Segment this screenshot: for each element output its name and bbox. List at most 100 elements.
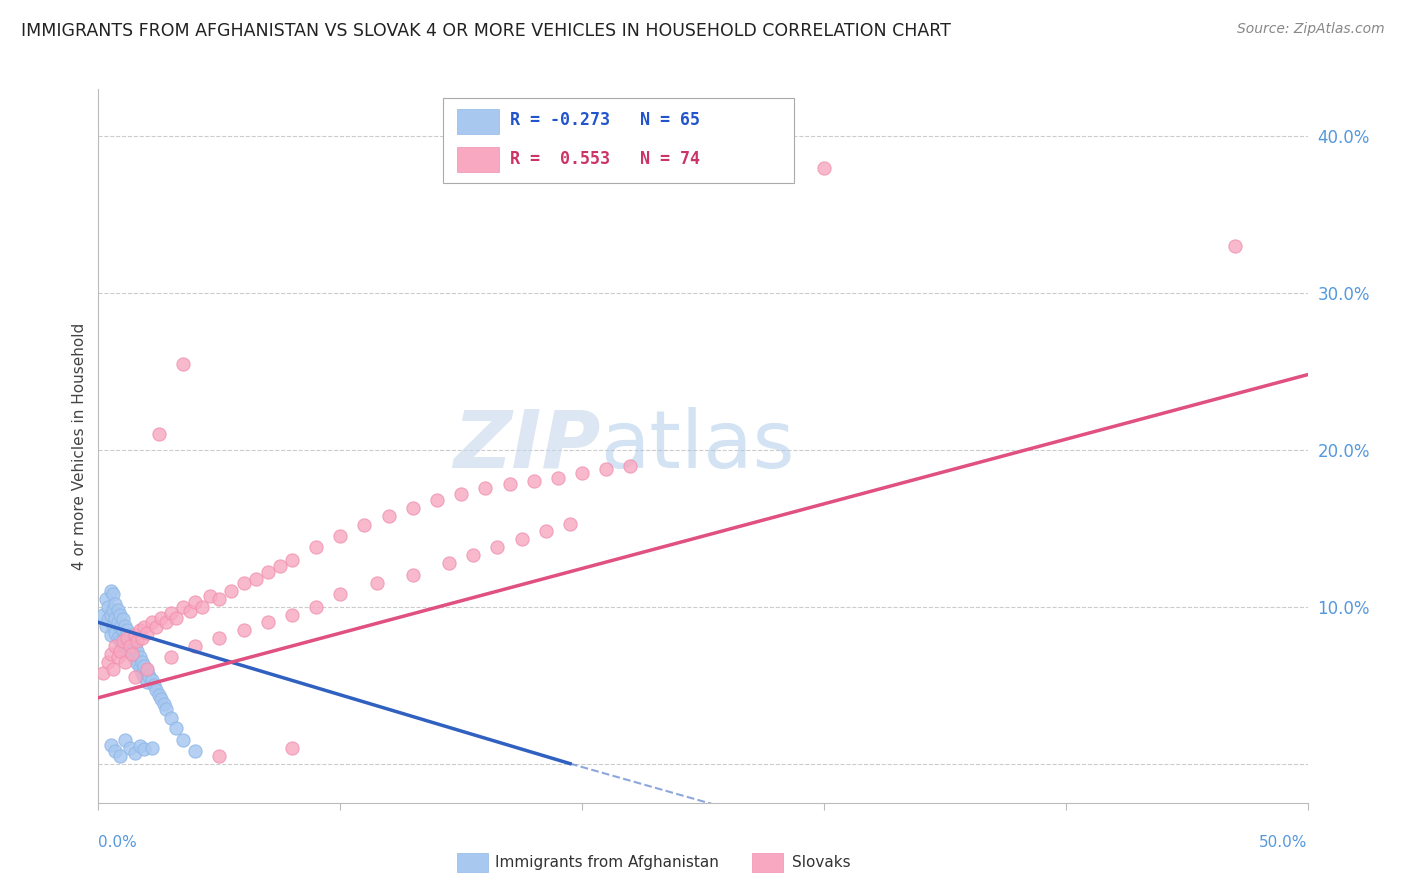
Point: [160, 649, 183, 664]
Point: [281, 607, 304, 622]
Point: [571, 467, 593, 481]
Point: [135, 663, 157, 677]
Point: [104, 639, 127, 653]
Point: [104, 611, 127, 625]
Point: [127, 643, 149, 657]
Point: [100, 628, 122, 642]
Point: [208, 591, 231, 606]
Point: [97, 655, 120, 669]
Point: [232, 576, 254, 591]
Point: [523, 475, 546, 489]
Point: [131, 665, 153, 680]
Point: [148, 688, 170, 702]
Point: [450, 487, 472, 501]
Point: [114, 643, 136, 657]
Point: [128, 739, 150, 754]
Text: ZIP: ZIP: [453, 407, 600, 485]
Point: [118, 628, 141, 642]
Point: [118, 640, 141, 655]
Point: [547, 471, 569, 485]
Point: [221, 584, 243, 599]
Point: [305, 540, 328, 554]
Text: Slovaks: Slovaks: [792, 855, 851, 870]
Text: Source: ZipAtlas.com: Source: ZipAtlas.com: [1237, 22, 1385, 37]
Point: [141, 615, 163, 630]
Point: [91, 607, 114, 622]
Point: [377, 508, 399, 523]
Point: [148, 427, 170, 442]
Point: [150, 692, 173, 706]
Point: [366, 576, 388, 591]
Point: [269, 559, 291, 574]
Point: [198, 589, 221, 603]
Point: [117, 624, 139, 638]
Point: [101, 603, 124, 617]
Point: [100, 584, 122, 599]
Point: [104, 597, 127, 611]
Point: [100, 738, 122, 752]
Point: [104, 626, 127, 640]
Point: [558, 516, 581, 531]
Point: [172, 733, 194, 747]
Point: [111, 634, 134, 648]
Point: [114, 618, 136, 632]
Point: [124, 651, 146, 665]
Point: [143, 678, 166, 692]
Point: [128, 649, 150, 664]
Point: [108, 607, 131, 622]
Point: [124, 628, 146, 642]
Point: [121, 647, 143, 661]
Point: [463, 548, 485, 562]
Point: [107, 615, 129, 630]
Point: [595, 461, 617, 475]
Point: [245, 572, 267, 586]
Point: [165, 721, 187, 735]
Point: [281, 740, 304, 755]
Point: [111, 624, 134, 638]
Point: [510, 533, 533, 547]
Point: [329, 587, 352, 601]
Point: [97, 599, 120, 614]
Point: [134, 620, 156, 634]
Point: [486, 540, 509, 554]
Point: [160, 606, 183, 620]
Point: [104, 744, 127, 758]
Point: [1223, 239, 1246, 253]
Point: [94, 591, 117, 606]
Point: [94, 618, 117, 632]
Point: [155, 615, 177, 630]
Point: [114, 733, 136, 747]
Point: [172, 357, 194, 371]
Point: [534, 524, 557, 539]
Point: [111, 612, 134, 626]
Point: [124, 670, 146, 684]
Point: [172, 599, 194, 614]
Point: [91, 665, 114, 680]
Point: [437, 556, 460, 570]
Point: [107, 603, 129, 617]
Text: 50.0%: 50.0%: [1260, 836, 1308, 850]
Point: [208, 748, 231, 763]
Point: [108, 748, 131, 763]
Point: [184, 639, 207, 653]
Point: [101, 587, 124, 601]
Point: [402, 500, 425, 515]
Point: [124, 639, 146, 653]
Point: [127, 634, 149, 648]
Point: [353, 518, 375, 533]
Point: [135, 664, 157, 678]
Point: [135, 626, 157, 640]
Point: [145, 682, 167, 697]
Point: [97, 612, 120, 626]
Text: 0.0%: 0.0%: [98, 836, 138, 850]
Point: [138, 669, 160, 683]
Point: [107, 649, 129, 664]
Text: Immigrants from Afghanistan: Immigrants from Afghanistan: [495, 855, 718, 870]
Point: [426, 493, 449, 508]
Point: [131, 631, 153, 645]
Point: [150, 611, 173, 625]
Point: [108, 634, 131, 648]
Point: [281, 552, 304, 566]
Point: [108, 620, 131, 634]
Point: [402, 568, 425, 582]
